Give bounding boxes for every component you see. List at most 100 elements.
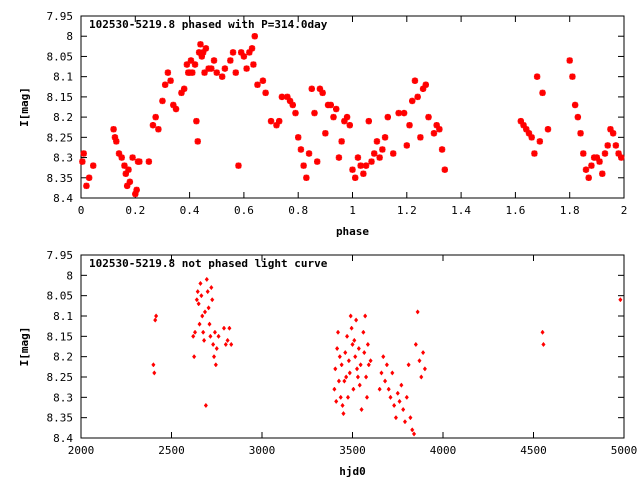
data-point-stroke xyxy=(267,118,275,125)
x-tick-label: 0.4 xyxy=(180,204,200,217)
data-point xyxy=(210,57,218,64)
data-point xyxy=(308,85,315,92)
data-point xyxy=(216,333,221,339)
data-point xyxy=(297,146,305,153)
data-point xyxy=(541,341,546,348)
data-point xyxy=(149,122,157,129)
data-point xyxy=(355,374,361,380)
data-point xyxy=(361,329,366,335)
data-point xyxy=(335,345,340,352)
data-point xyxy=(338,394,343,400)
data-point-stroke xyxy=(422,81,429,88)
data-point xyxy=(335,154,343,161)
data-point-stroke xyxy=(409,97,416,105)
data-point-stroke xyxy=(390,150,397,157)
data-point-stroke xyxy=(352,174,359,181)
y-tick-label: 8.3 xyxy=(53,391,73,404)
data-point xyxy=(90,162,97,169)
data-point-stroke xyxy=(354,154,362,161)
data-point xyxy=(275,117,283,125)
data-point xyxy=(189,69,196,76)
data-point-stroke xyxy=(601,150,609,157)
data-point-stroke xyxy=(599,170,606,177)
data-point-stroke xyxy=(170,101,177,109)
y-tick-label: 8.05 xyxy=(47,50,74,63)
data-point xyxy=(393,415,399,421)
data-point-stroke xyxy=(213,69,220,76)
data-point xyxy=(204,276,209,283)
data-point xyxy=(225,337,230,344)
data-point xyxy=(322,130,329,137)
data-point-stroke xyxy=(536,138,543,145)
data-point-stroke xyxy=(79,158,86,165)
data-point-stroke xyxy=(210,57,218,64)
data-point-stroke xyxy=(162,81,169,88)
y-tick-label: 8.15 xyxy=(47,91,74,104)
data-point xyxy=(343,113,351,121)
data-point-stroke xyxy=(381,134,389,141)
data-point xyxy=(207,321,212,327)
data-point xyxy=(354,154,362,161)
data-point xyxy=(333,366,338,372)
data-point-stroke xyxy=(569,73,576,80)
data-point xyxy=(388,394,393,400)
data-point xyxy=(411,77,419,84)
data-point-stroke xyxy=(436,126,443,133)
data-point xyxy=(164,69,172,76)
data-point xyxy=(229,341,234,348)
data-point xyxy=(402,419,408,425)
data-point xyxy=(153,317,158,323)
data-point-stroke xyxy=(125,166,132,173)
data-point xyxy=(438,146,446,153)
data-point xyxy=(194,297,199,303)
data-series xyxy=(151,276,623,437)
data-point-stroke xyxy=(373,138,381,145)
data-point xyxy=(344,333,350,339)
data-point xyxy=(145,158,153,165)
chart-title: 102530-5219.8 not phased light curve xyxy=(89,257,328,270)
data-point-stroke xyxy=(311,109,318,117)
data-point xyxy=(211,341,216,348)
data-point xyxy=(379,370,384,376)
data-point xyxy=(342,378,347,384)
data-point-stroke xyxy=(83,182,90,189)
data-point-stroke xyxy=(240,53,248,60)
x-tick-label: 1 xyxy=(349,204,356,217)
x-tick-label: 1.4 xyxy=(451,204,471,217)
data-point xyxy=(386,386,391,392)
data-point-stroke xyxy=(539,89,546,96)
data-point xyxy=(311,109,318,117)
data-point xyxy=(259,77,267,84)
data-point xyxy=(577,130,584,137)
data-point xyxy=(337,354,342,360)
data-point xyxy=(363,313,368,319)
data-point xyxy=(365,117,372,125)
data-point xyxy=(346,358,351,364)
x-axis-label: hjd0 xyxy=(339,465,366,478)
data-point xyxy=(349,166,356,173)
data-point xyxy=(152,113,159,121)
data-point xyxy=(414,93,421,101)
data-point xyxy=(404,394,409,400)
data-point xyxy=(267,117,275,125)
data-point-stroke xyxy=(286,97,294,105)
data-point xyxy=(399,382,404,388)
data-point-stroke xyxy=(167,77,174,84)
data-point xyxy=(436,126,443,133)
data-point xyxy=(300,162,307,169)
data-point-stroke xyxy=(577,130,584,137)
data-point xyxy=(408,415,413,421)
data-point xyxy=(193,117,200,125)
data-point-stroke xyxy=(531,150,538,157)
data-point-stroke xyxy=(362,162,370,169)
data-point xyxy=(229,49,237,56)
data-point-stroke xyxy=(314,158,321,165)
data-point xyxy=(243,65,250,72)
y-tick-label: 8 xyxy=(66,30,73,43)
data-point-stroke xyxy=(574,114,581,121)
data-point xyxy=(415,309,420,315)
data-point xyxy=(599,170,606,177)
data-point xyxy=(208,65,215,72)
data-point xyxy=(211,354,217,360)
data-point xyxy=(198,280,203,287)
